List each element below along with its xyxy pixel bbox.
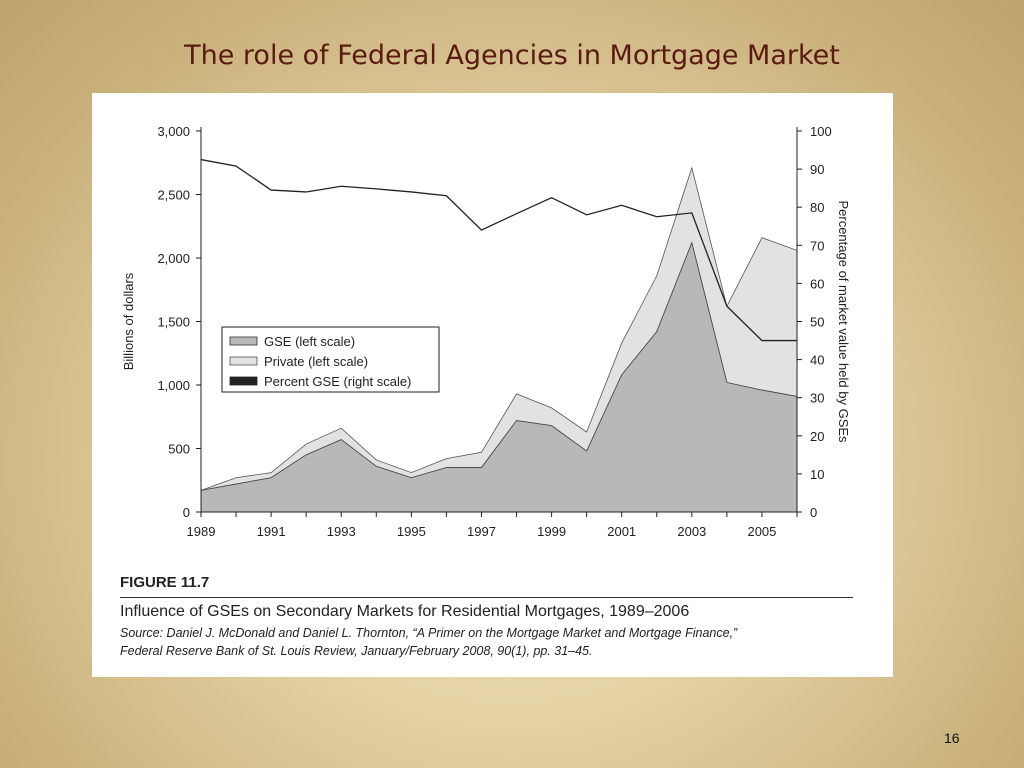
bottom-axis-tick-label: 1999 bbox=[537, 524, 566, 539]
series-area-gse bbox=[200, 241, 798, 513]
right-axis-tick-label: 40 bbox=[810, 353, 824, 368]
legend-swatch bbox=[229, 336, 258, 346]
bottom-axis-tick-label: 1991 bbox=[257, 524, 286, 539]
caption-divider bbox=[120, 597, 853, 598]
bottom-axis-tick-label: 2005 bbox=[747, 524, 776, 539]
right-axis-tick-label: 0 bbox=[810, 505, 817, 520]
bottom-axis-tick-label: 2003 bbox=[677, 524, 706, 539]
right-axis-tick-label: 50 bbox=[810, 315, 824, 330]
left-axis-tick-label: 1,500 bbox=[157, 315, 190, 330]
series-line-percent-gse bbox=[200, 158, 797, 342]
left-axis-tick-label: 2,500 bbox=[157, 188, 190, 203]
bottom-axis-tick-label: 1995 bbox=[397, 524, 426, 539]
source-line-1: Source: Daniel J. McDonald and Daniel L.… bbox=[120, 626, 738, 640]
left-axis-title: Billions of dollars bbox=[121, 272, 136, 370]
figure-source: Source: Daniel J. McDonald and Daniel L.… bbox=[120, 624, 860, 660]
right-axis-tick-label: 70 bbox=[810, 238, 824, 253]
left-axis-tick-label: 3,000 bbox=[157, 124, 190, 139]
page-number: 16 bbox=[944, 730, 960, 746]
left-axis-tick-label: 1,000 bbox=[157, 378, 190, 393]
right-axis-tick-label: 30 bbox=[810, 391, 824, 406]
source-line-2: Federal Reserve Bank of St. Louis Review… bbox=[120, 644, 593, 658]
right-axis-tick-label: 10 bbox=[810, 467, 824, 482]
figure-card: 0 500 1,000 1,500 2,000 2,500 3,000 Billions of… bbox=[92, 93, 893, 677]
figure-caption: Influence of GSEs on Secondary Markets f… bbox=[120, 603, 690, 620]
right-axis-tick-label: 20 bbox=[810, 429, 824, 444]
bottom-axis-tick-label: 1989 bbox=[187, 524, 216, 539]
right-axis-tick-label: 80 bbox=[810, 200, 824, 215]
slide-title: The role of Federal Agencies in Mortgage… bbox=[184, 40, 840, 71]
left-axis-tick-label: 0 bbox=[183, 505, 190, 520]
bottom-axis-tick-label: 1993 bbox=[327, 524, 356, 539]
figure-label: FIGURE 11.7 bbox=[120, 574, 210, 591]
left-axis-tick-label: 2,000 bbox=[157, 251, 190, 266]
right-axis-tick-label: 90 bbox=[810, 162, 824, 177]
legend-swatch bbox=[229, 356, 258, 366]
right-axis-title: Percentage of market value held by GSEs bbox=[836, 200, 851, 443]
legend-swatch bbox=[229, 376, 258, 386]
bottom-axis-tick-label: 1997 bbox=[467, 524, 496, 539]
right-axis-tick-label: 60 bbox=[810, 276, 824, 291]
right-axis-tick-label: 100 bbox=[810, 124, 832, 139]
legend-label: Percent GSE (right scale) bbox=[264, 374, 411, 389]
bottom-axis-tick-label: 2001 bbox=[607, 524, 636, 539]
legend-label: Private (left scale) bbox=[264, 354, 368, 369]
legend-box bbox=[221, 326, 440, 393]
left-axis-tick-label: 500 bbox=[168, 442, 190, 457]
chart-legend: GSE (left scale) Private (left scale) Perc… bbox=[221, 326, 440, 393]
legend-label: GSE (left scale) bbox=[264, 334, 355, 349]
